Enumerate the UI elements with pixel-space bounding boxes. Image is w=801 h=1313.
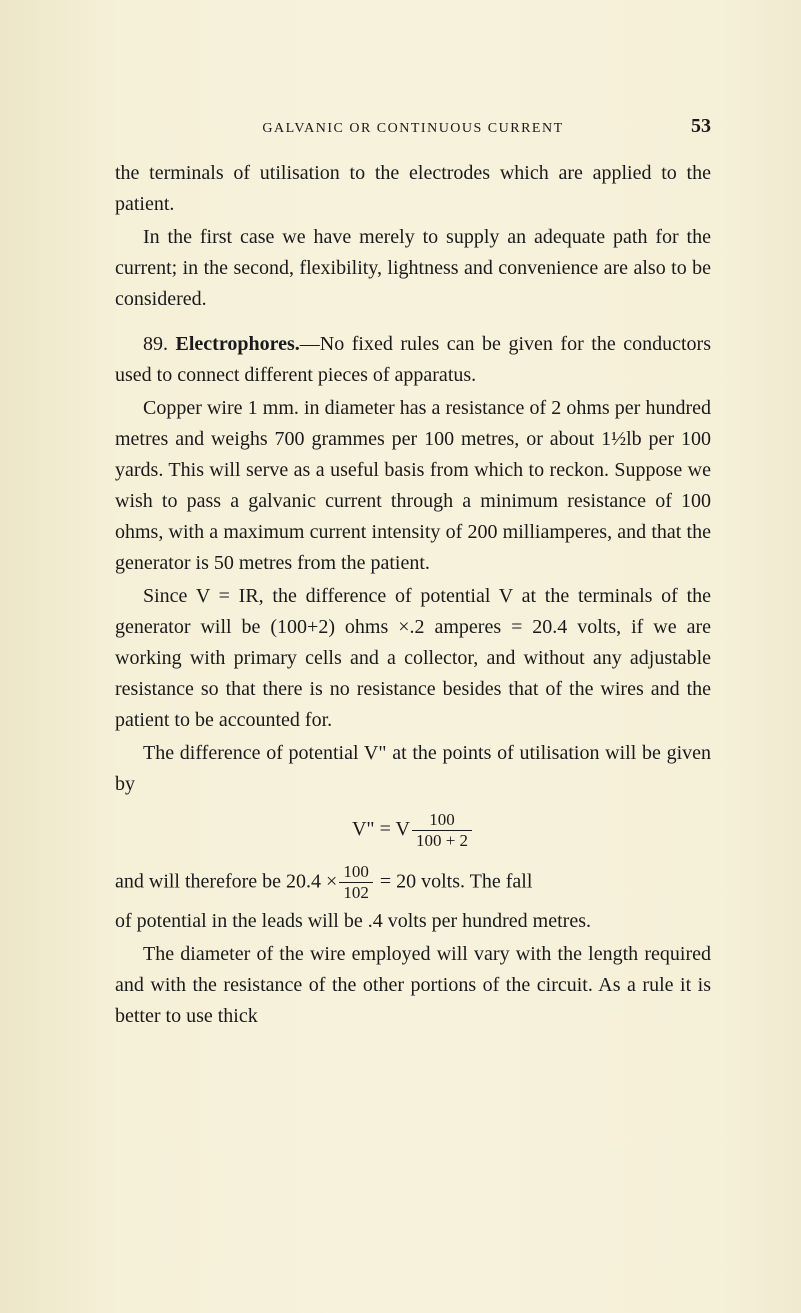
page-header: GALVANIC OR CONTINUOUS CURRENT 53 xyxy=(115,115,711,138)
equation-1-fraction: 100 100 + 2 xyxy=(412,810,472,852)
paragraph-7b: = 20 volts. The fall xyxy=(380,870,533,892)
body-text: the terminals of utilisation to the elec… xyxy=(115,158,711,1032)
equation-1-numerator: 100 xyxy=(412,810,472,831)
equation-2-fraction: 100 102 xyxy=(339,862,373,904)
paragraph-6: The difference of potential V" at the po… xyxy=(115,738,711,800)
section-title: Electrophores. xyxy=(176,333,300,355)
page-number: 53 xyxy=(691,115,711,138)
section-number: 89. xyxy=(143,333,176,355)
paragraph-8: of potential in the leads will be .4 vol… xyxy=(115,906,711,937)
paragraph-5: Since V = IR, the difference of potentia… xyxy=(115,581,711,736)
paragraph-3: 89. Electrophores.—No fixed rules can be… xyxy=(115,329,711,391)
page: GALVANIC OR CONTINUOUS CURRENT 53 the te… xyxy=(0,0,801,1313)
paragraph-4: Copper wire 1 mm. in diameter has a resi… xyxy=(115,393,711,579)
paragraph-1: the terminals of utilisation to the elec… xyxy=(115,158,711,220)
equation-2-numerator: 100 xyxy=(339,862,373,883)
equation-1-left: V" = V xyxy=(352,818,410,840)
equation-1-denominator: 100 + 2 xyxy=(412,831,472,851)
equation-2-denominator: 102 xyxy=(339,883,373,903)
paragraph-7a: and will therefore be 20.4 × xyxy=(115,870,337,892)
paragraph-2: In the first case we have merely to supp… xyxy=(115,222,711,315)
paragraph-9: The diameter of the wire employed will v… xyxy=(115,939,711,1032)
paragraph-7: and will therefore be 20.4 × 100 102 = 2… xyxy=(115,862,711,904)
running-head: GALVANIC OR CONTINUOUS CURRENT xyxy=(155,121,671,137)
equation-1: V" = V 100 100 + 2 xyxy=(115,810,711,852)
